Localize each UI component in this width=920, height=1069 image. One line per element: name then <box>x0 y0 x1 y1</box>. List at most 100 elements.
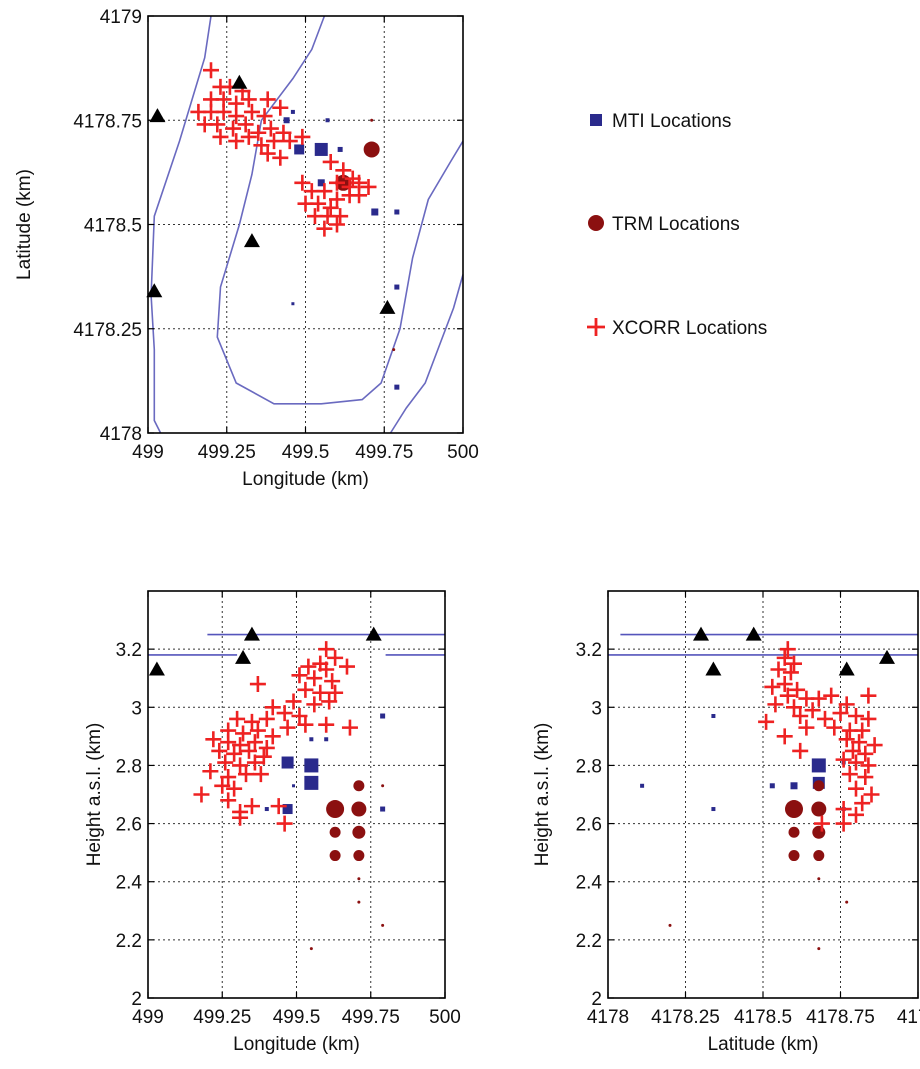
x-tick-label: 4178.25 <box>651 1007 720 1028</box>
xcorr-point <box>318 716 335 733</box>
xcorr-point <box>826 719 843 736</box>
trm-point <box>785 800 803 819</box>
xcorr-point <box>322 153 339 170</box>
xcorr-point <box>792 742 809 759</box>
mti-point <box>769 783 775 789</box>
xcorr-point <box>249 722 266 739</box>
xcorr-point <box>758 713 775 730</box>
x-tick-label: 499.75 <box>342 1007 400 1028</box>
y-tick-label: 2.6 <box>116 815 142 836</box>
x-tick-label: 4178.5 <box>734 1007 792 1028</box>
y-tick-label: 2.4 <box>116 873 143 894</box>
mti-point <box>711 714 716 719</box>
xcorr-point <box>193 786 210 803</box>
x-tick-label: 4178.75 <box>806 1007 875 1028</box>
xcorr-point <box>279 719 296 736</box>
xcorr-point <box>240 128 257 145</box>
xcorr-point <box>228 108 245 125</box>
xcorr-point <box>823 687 840 704</box>
mti-point <box>283 117 290 124</box>
mti-point <box>394 209 400 215</box>
xcorr-point <box>316 183 333 200</box>
xcorr-point <box>306 696 323 713</box>
xcorr-point <box>291 667 308 684</box>
xcorr-point <box>255 748 272 765</box>
xcorr-point <box>321 693 338 710</box>
latitude-height-panel: 4178 4178.25 4178.5 4178.75 4179 2 2.2 2.4 2.6 2.… <box>532 590 920 1055</box>
mti-point <box>264 807 269 812</box>
xcorr-point <box>860 687 877 704</box>
xcorr-point <box>318 641 335 658</box>
trm-point <box>381 923 385 927</box>
xcorr-point <box>860 757 877 774</box>
xcorr-point <box>786 655 802 672</box>
xcorr-point <box>240 91 257 108</box>
trm-point <box>370 118 374 122</box>
station-marker <box>838 661 855 676</box>
xcorr-point <box>838 696 855 713</box>
mti-point <box>325 118 330 123</box>
station-marker <box>879 649 895 664</box>
xcorr-point <box>246 734 263 751</box>
mti-point <box>337 146 343 152</box>
trm-point <box>329 850 341 862</box>
mti-point <box>317 179 325 187</box>
xcorr-point <box>214 777 231 794</box>
y-tick-label: 2.6 <box>576 815 602 836</box>
mti-point <box>324 737 329 742</box>
trm-point <box>352 825 366 839</box>
mti-point <box>291 302 295 306</box>
xcorr-point <box>259 145 276 162</box>
station-marker <box>693 626 709 641</box>
x-tick-label: 499.5 <box>273 1007 321 1028</box>
xcorr-point <box>792 708 809 725</box>
mti-point <box>294 144 305 155</box>
xcorr-point <box>272 99 289 116</box>
mti-point <box>290 109 295 114</box>
mti-point <box>380 713 386 719</box>
series-xcorr-locations <box>190 62 377 237</box>
station-marker <box>235 649 252 664</box>
xcorr-point <box>322 199 339 216</box>
series-stations <box>693 626 895 676</box>
trm-point <box>812 825 826 839</box>
station-marker <box>745 626 762 641</box>
xcorr-point <box>835 815 852 832</box>
xcorr-point <box>764 678 781 695</box>
xcorr-point <box>306 670 323 687</box>
mti-point <box>292 784 296 788</box>
y-tick-label: 2.8 <box>576 756 602 777</box>
xcorr-point <box>860 710 877 727</box>
trm-point <box>326 800 345 819</box>
series-mti-locations <box>264 713 386 815</box>
xcorr-point <box>237 116 254 133</box>
xcorr-point <box>272 149 289 166</box>
x-axis-label: Longitude (km) <box>242 469 369 490</box>
trm-point <box>788 850 800 862</box>
trm-point <box>357 877 361 881</box>
xcorr-point <box>798 719 815 736</box>
xcorr-point <box>789 681 806 698</box>
xcorr-point <box>804 702 821 719</box>
trm-point <box>353 850 365 862</box>
xcorr-point <box>235 725 252 742</box>
xcorr-point <box>211 742 228 759</box>
xcorr-point <box>848 708 864 725</box>
mti-point <box>304 758 319 773</box>
y-tick-label: 2.4 <box>576 873 603 894</box>
xcorr-point <box>332 208 349 225</box>
xcorr-point <box>253 137 270 154</box>
xcorr-point <box>209 116 226 133</box>
xcorr-point <box>229 710 246 727</box>
series-trm-locations <box>309 780 385 951</box>
map-panel: 499 499.25 499.5 499.75 500 4178 4178.25 4178.5… <box>14 7 479 490</box>
legend-label: MTI Locations <box>612 111 731 132</box>
legend-label: XCORR Locations <box>612 318 767 339</box>
series-xcorr-locations <box>193 641 358 832</box>
xcorr-point <box>203 62 219 79</box>
xcorr-point <box>848 806 864 823</box>
mti-point <box>281 756 294 769</box>
x-tick-label: 4178 <box>587 1007 629 1028</box>
xcorr-point <box>258 739 275 756</box>
